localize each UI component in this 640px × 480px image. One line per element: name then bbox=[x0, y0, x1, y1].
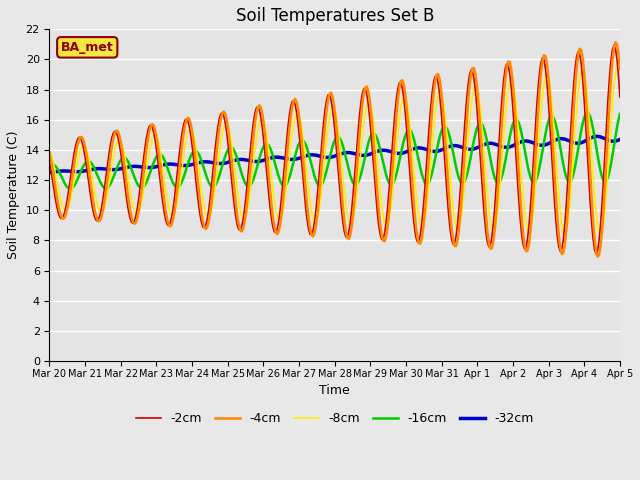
-32cm bbox=[45, 170, 53, 176]
-2cm bbox=[616, 94, 624, 100]
-16cm bbox=[539, 148, 547, 154]
-8cm bbox=[596, 233, 604, 239]
-4cm bbox=[339, 204, 347, 210]
Title: Soil Temperatures Set B: Soil Temperatures Set B bbox=[236, 7, 434, 25]
-8cm bbox=[452, 224, 460, 229]
-2cm bbox=[537, 60, 545, 65]
-2cm bbox=[83, 165, 90, 171]
-4cm bbox=[537, 71, 545, 76]
-2cm bbox=[65, 186, 73, 192]
-32cm bbox=[452, 143, 460, 149]
-4cm bbox=[65, 198, 73, 204]
Line: -4cm: -4cm bbox=[49, 42, 620, 257]
X-axis label: Time: Time bbox=[319, 384, 350, 397]
-2cm bbox=[45, 158, 53, 164]
Line: -32cm: -32cm bbox=[49, 136, 620, 173]
-16cm bbox=[614, 117, 622, 123]
-8cm bbox=[65, 203, 73, 209]
Text: BA_met: BA_met bbox=[61, 41, 114, 54]
-16cm bbox=[84, 158, 92, 164]
-16cm bbox=[616, 111, 624, 117]
-2cm bbox=[452, 233, 460, 239]
-16cm bbox=[67, 186, 74, 192]
-4cm bbox=[452, 243, 460, 249]
Y-axis label: Soil Temperature (C): Soil Temperature (C) bbox=[7, 131, 20, 259]
-8cm bbox=[616, 64, 624, 70]
-4cm bbox=[612, 39, 620, 45]
-8cm bbox=[614, 60, 622, 66]
-32cm bbox=[83, 168, 90, 173]
-16cm bbox=[340, 148, 348, 154]
-2cm bbox=[339, 219, 347, 225]
-16cm bbox=[45, 164, 53, 169]
Line: -8cm: -8cm bbox=[49, 63, 620, 236]
-2cm bbox=[592, 251, 600, 257]
-4cm bbox=[83, 153, 90, 158]
-32cm bbox=[594, 133, 602, 139]
-16cm bbox=[454, 171, 461, 177]
-32cm bbox=[65, 168, 73, 174]
-8cm bbox=[45, 148, 53, 154]
-8cm bbox=[537, 110, 545, 116]
-8cm bbox=[339, 173, 347, 179]
-2cm bbox=[610, 43, 618, 48]
Line: -2cm: -2cm bbox=[49, 46, 620, 254]
-4cm bbox=[594, 254, 602, 260]
-8cm bbox=[613, 62, 621, 68]
-32cm bbox=[613, 138, 621, 144]
-32cm bbox=[537, 143, 545, 148]
Legend: -2cm, -4cm, -8cm, -16cm, -32cm: -2cm, -4cm, -8cm, -16cm, -32cm bbox=[131, 407, 539, 430]
Line: -16cm: -16cm bbox=[49, 112, 620, 189]
-4cm bbox=[616, 66, 624, 72]
-32cm bbox=[616, 136, 624, 142]
-4cm bbox=[614, 50, 622, 56]
-8cm bbox=[83, 147, 90, 153]
-2cm bbox=[614, 72, 622, 78]
-4cm bbox=[45, 149, 53, 155]
-16cm bbox=[583, 109, 591, 115]
-32cm bbox=[339, 150, 347, 156]
-16cm bbox=[65, 186, 73, 192]
